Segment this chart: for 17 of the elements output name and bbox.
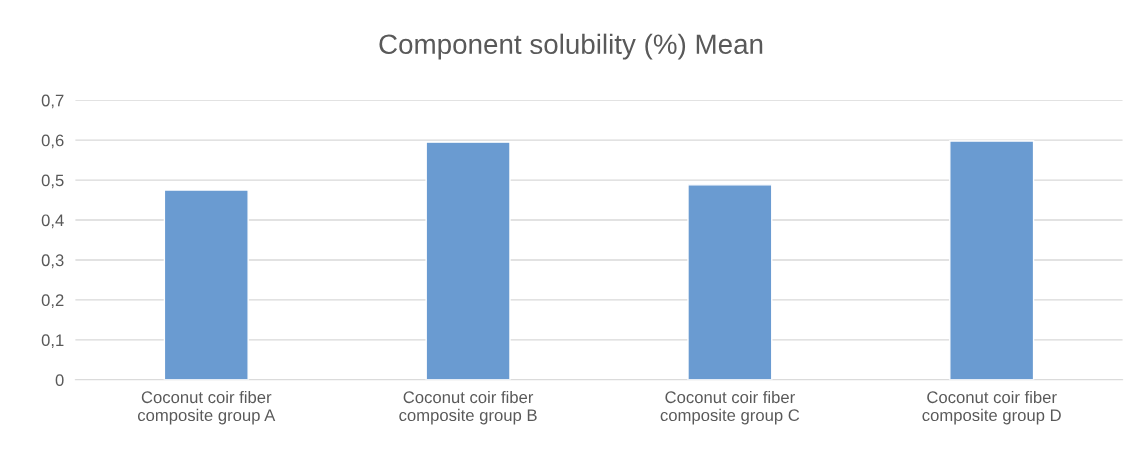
- y-tick-label: 0,6: [41, 134, 64, 149]
- x-tick-label: Coconut coir fiber composite group D: [922, 390, 1061, 425]
- bar: [163, 189, 249, 380]
- bar: [949, 140, 1035, 380]
- bar: [687, 184, 773, 380]
- y-tick-label: 0,3: [41, 254, 64, 269]
- y-tick-label: 0,2: [41, 294, 64, 309]
- x-tick-label: Coconut coir fiber composite group A: [137, 390, 276, 425]
- y-tick-label: 0,7: [41, 94, 64, 109]
- y-tick-label: 0,1: [41, 334, 64, 349]
- y-tick-label: 0,5: [41, 174, 64, 189]
- bar: [425, 141, 511, 380]
- y-tick-label: 0: [55, 374, 64, 386]
- chart-title: Component solubility (%) Mean: [379, 33, 763, 60]
- y-tick-label: 0,4: [41, 214, 64, 229]
- x-tick-label: Coconut coir fiber composite group B: [399, 390, 537, 425]
- x-tick-label: Coconut coir fiber composite group C: [660, 390, 800, 425]
